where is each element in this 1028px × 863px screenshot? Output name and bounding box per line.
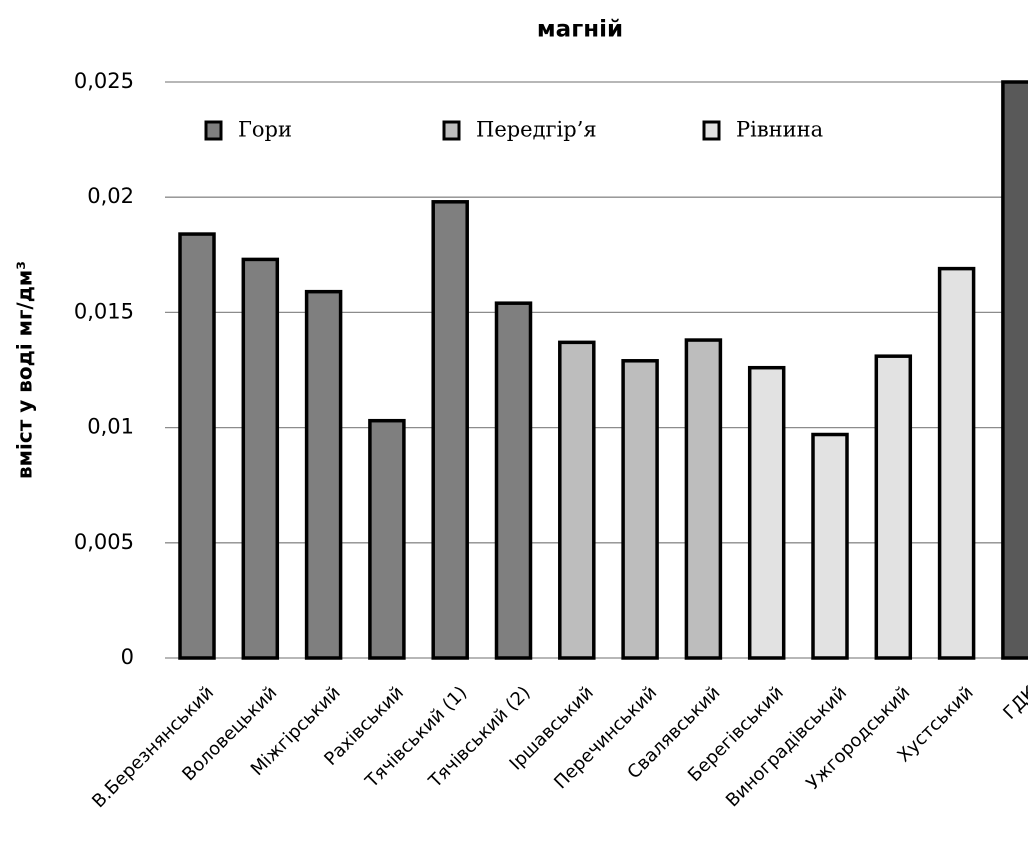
bar [431,200,469,660]
bar [621,359,659,660]
y-axis-title: вміст у воді мг/дм³ [13,261,37,479]
bar [937,266,976,660]
legend-swatch [702,120,721,141]
chart-title: магній [537,17,623,43]
bar [811,432,849,660]
bar [368,418,406,660]
bar [241,257,280,660]
bar [494,301,533,660]
x-tick-label: В.Березнянський [88,682,218,812]
legend-swatch [204,120,223,141]
legend-swatch [442,120,461,141]
bar [747,365,786,660]
y-tick-label: 0,015 [74,299,134,323]
legend-label: Рівнина [736,118,823,142]
bar [1001,80,1028,660]
y-tick-label: 0 [121,645,134,669]
legend-label: Передгір’я [476,118,597,142]
x-tick-label: Виноградівський [722,682,851,811]
legend-label: Гори [238,118,292,142]
bar [178,232,216,660]
y-tick-label: 0,02 [87,184,134,208]
y-tick-label: 0,01 [87,415,134,439]
bar [684,338,723,660]
y-tick-label: 0,025 [74,69,134,93]
bar [304,289,343,660]
bar [558,340,596,660]
x-tick-label: ГДК [999,682,1028,724]
bar [874,354,913,660]
y-tick-label: 0,005 [74,530,134,554]
